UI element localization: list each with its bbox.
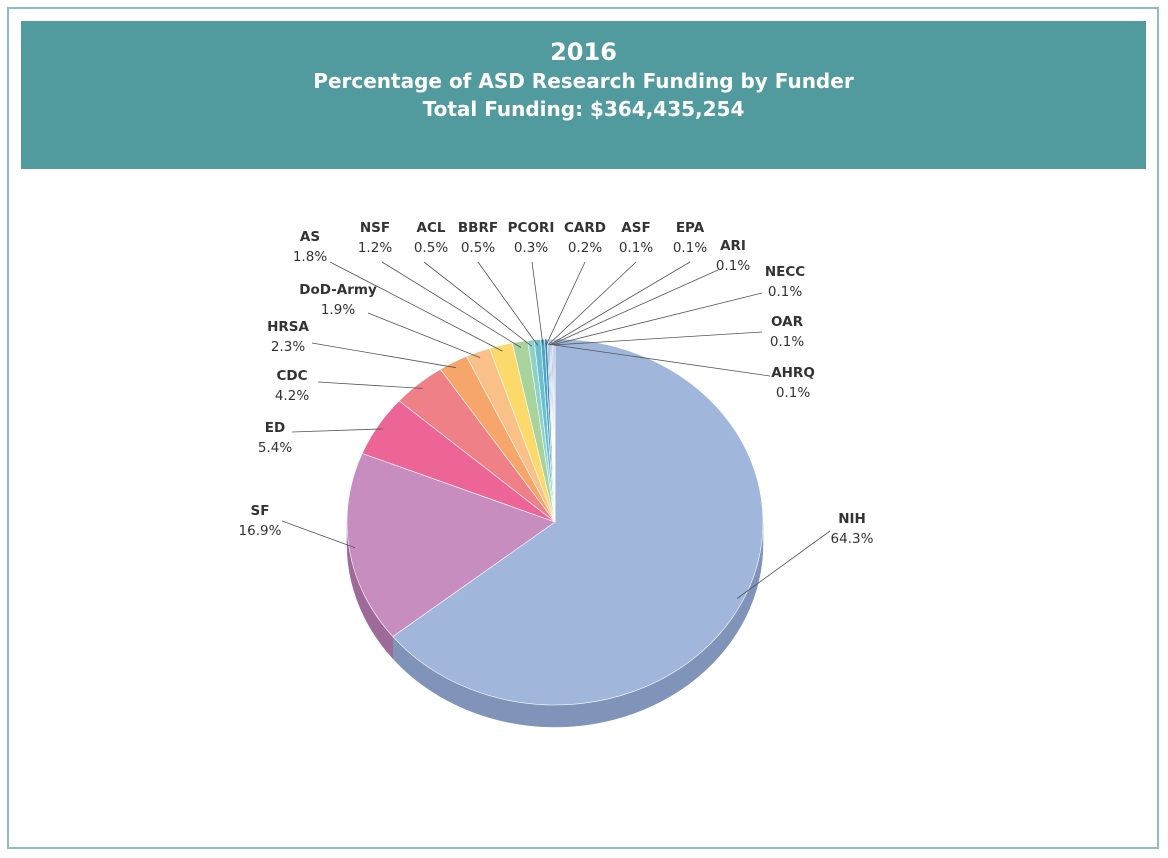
chart-subtitle: Total Funding: $364,435,254 [422, 97, 745, 121]
slice-value-bbrf: 0.5% [461, 240, 495, 256]
chart-title: Percentage of ASD Research Funding by Fu… [313, 69, 854, 93]
pie-slices [346, 338, 764, 706]
slice-value-card: 0.2% [568, 240, 602, 256]
leader-line-bbrf [477, 261, 539, 346]
leader-line-pcori [531, 261, 544, 346]
slice-label-cdc: CDC [276, 368, 307, 384]
slice-value-dod-army: 1.9% [321, 302, 355, 318]
leader-line-oar [553, 331, 763, 346]
chart-header-banner: 2016 Percentage of ASD Research Funding … [21, 21, 1146, 169]
slice-value-asf: 0.1% [619, 240, 653, 256]
slice-label-nsf: NSF [360, 220, 390, 236]
slice-value-pcori: 0.3% [514, 240, 548, 256]
slice-value-acl: 0.5% [414, 240, 448, 256]
slice-value-oar: 0.1% [770, 334, 804, 350]
leader-line-cdc [317, 381, 423, 389]
slice-label-sf: SF [251, 503, 270, 519]
slice-label-ahrq: AHRQ [771, 365, 815, 381]
leader-line-ari [550, 269, 719, 346]
leader-line-epa [549, 261, 691, 346]
leader-line-ahrq [554, 344, 771, 377]
slice-value-epa: 0.1% [673, 240, 707, 256]
slice-value-nih: 64.3% [831, 531, 874, 547]
slice-label-ari: ARI [720, 238, 746, 254]
slice-label-dod-army: DoD-Army [299, 282, 377, 298]
slice-label-as: AS [300, 229, 320, 245]
slice-label-ed: ED [265, 420, 285, 436]
slice-value-hrsa: 2.3% [271, 339, 305, 355]
slice-value-as: 1.8% [293, 249, 327, 265]
pie-slice-sf [346, 452, 556, 637]
slice-label-bbrf: BBRF [458, 220, 498, 236]
leader-line-nih [736, 530, 831, 599]
slice-label-hrsa: HRSA [267, 319, 309, 335]
leader-line-hrsa [311, 342, 457, 369]
slice-value-sf: 16.9% [239, 523, 282, 539]
leader-line-sf [281, 520, 356, 549]
leader-line-acl [423, 261, 532, 347]
slice-label-pcori: PCORI [508, 220, 555, 236]
slice-label-necc: NECC [765, 264, 805, 280]
leader-lines [281, 261, 831, 599]
slice-label-card: CARD [564, 220, 606, 236]
slice-value-ed: 5.4% [258, 440, 292, 456]
slice-labels: NIH 64.3% SF 16.9% ED 5.4% CDC 4.2% HRSA 2.3% DoD-… [239, 220, 874, 547]
leader-line-dod-army [367, 312, 481, 358]
leader-line-as [329, 261, 503, 352]
slice-label-epa: EPA [676, 220, 705, 236]
slice-value-necc: 0.1% [768, 284, 802, 300]
slice-label-acl: ACL [417, 220, 446, 236]
slice-value-nsf: 1.2% [358, 240, 392, 256]
chart-year: 2016 [550, 38, 617, 66]
leader-line-card [545, 261, 586, 346]
slice-value-ahrq: 0.1% [776, 385, 810, 401]
slice-label-oar: OAR [771, 314, 804, 330]
leader-line-nsf [381, 261, 522, 348]
slice-value-ari: 0.1% [716, 258, 750, 274]
slice-value-cdc: 4.2% [275, 388, 309, 404]
slice-label-asf: ASF [621, 220, 650, 236]
leader-line-asf [547, 261, 637, 346]
leader-line-necc [551, 292, 763, 346]
leader-line-ed [291, 428, 384, 433]
slice-label-nih: NIH [838, 511, 866, 527]
pie-slice-nih [392, 338, 764, 706]
